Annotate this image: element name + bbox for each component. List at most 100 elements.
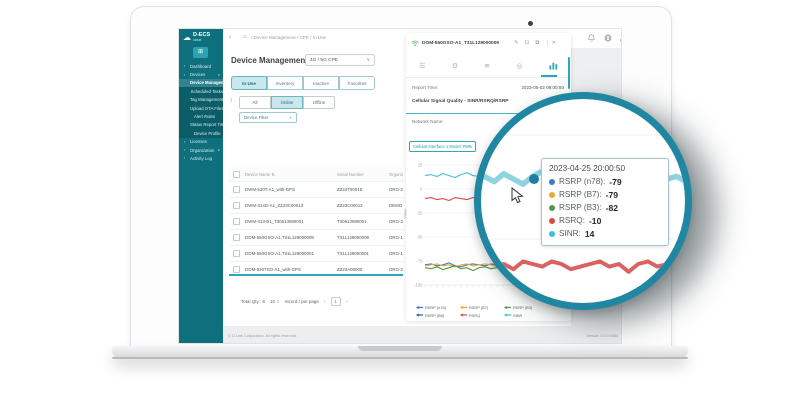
tab-inventory[interactable]: Inventory bbox=[267, 76, 303, 90]
expand-panel-icon[interactable]: ⟩ bbox=[230, 98, 233, 104]
row-checkbox[interactable] bbox=[233, 234, 240, 241]
sidebar-item-licenses[interactable]: ▪ Licenses bbox=[179, 138, 223, 146]
language-globe-icon[interactable] bbox=[604, 34, 612, 42]
legend-item-rsrpb3[interactable]: RSRP (B3) bbox=[504, 305, 548, 310]
sidebar-item-status-report-time[interactable]: Status Report Time bbox=[179, 120, 227, 130]
page-number[interactable]: 1 bbox=[330, 297, 342, 306]
tab-statistics-icon[interactable] bbox=[549, 61, 558, 72]
column-header-org[interactable]: Organization bbox=[389, 171, 403, 177]
legend-item-sinr[interactable]: SINR bbox=[504, 313, 548, 318]
row-checkbox[interactable] bbox=[233, 186, 240, 193]
chart-scope-pill[interactable]: Cellular Interface 1 Model: RM5 bbox=[409, 141, 476, 152]
sidebar-item-activity-log[interactable]: ▪ Activity Log bbox=[179, 154, 223, 162]
nav-item-label: Organization bbox=[190, 147, 215, 153]
sidebar-item-dashboard[interactable]: ▪ Dashboard bbox=[179, 62, 223, 70]
tab-settings-icon[interactable]: ⚙ bbox=[451, 63, 458, 70]
sidebar-nav: ▪Dashboard▪Devices∨Device Management✓Sch… bbox=[179, 62, 236, 163]
sidebar-item-devices[interactable]: ▪ Devices ∨ bbox=[179, 70, 223, 78]
legend-marker-icon bbox=[504, 313, 511, 317]
cell-serial-number: T31L129000001 bbox=[337, 251, 369, 256]
legend-item-rsrpb8[interactable]: RSRP (B8) bbox=[416, 313, 460, 318]
tooltip-row-rsrpn78: RSRP (n78): -79 bbox=[549, 175, 661, 188]
cell-organization: ORG-1 bbox=[389, 251, 403, 256]
nav-item-label: Dashboard bbox=[190, 63, 212, 69]
sidebar-item-device-management[interactable]: Device Management✓ bbox=[179, 78, 236, 88]
table-row[interactable]: DWM-314G-A1_ZZ23C00013 ZZ23C00012 DEMO bbox=[229, 198, 403, 214]
chart-tooltip: 2023-04-25 20:00:50 RSRP (n78): -79 RSRP … bbox=[541, 158, 669, 246]
select-all-checkbox[interactable] bbox=[233, 170, 240, 178]
workspace-button[interactable]: ⊞ bbox=[193, 47, 208, 58]
device-type-select[interactable]: 4G / 5G CPE ∨ bbox=[305, 54, 375, 66]
edit-pencil-icon[interactable]: ✎ bbox=[514, 40, 519, 46]
table-row[interactable]: DOM-550GSO-A1.T31L129000009 T31L129000009… bbox=[229, 230, 403, 246]
tooltip-row-rsrpb7: RSRP (B7): -79 bbox=[549, 188, 661, 201]
active-tab-underline bbox=[541, 75, 557, 77]
cloud-logo-icon: ☁ bbox=[183, 33, 191, 42]
home-icon[interactable]: ⌂ bbox=[243, 34, 247, 40]
tab-list-icon[interactable]: ☰ bbox=[419, 63, 426, 70]
user-avatar-icon[interactable] bbox=[619, 34, 622, 42]
svg-text:-25: -25 bbox=[416, 211, 423, 216]
collapse-menu-icon[interactable]: ‹ bbox=[229, 34, 232, 41]
row-checkbox[interactable] bbox=[233, 202, 240, 209]
version-text: Version 1.0.0.0054 bbox=[586, 333, 618, 338]
legend-label: RSRQ bbox=[469, 312, 481, 318]
total-qty: Total Qty : 6 bbox=[241, 299, 266, 304]
tab-inactive[interactable]: Inactive bbox=[303, 76, 339, 90]
copyright-text: © D-Link Corporation. All rights reserve… bbox=[228, 333, 298, 338]
table-row[interactable]: DWM-530T-A1_with-GPS ZZ24T00015 ORG-2 bbox=[229, 182, 403, 198]
sidebar-item-device-profile[interactable]: Device Profile bbox=[179, 129, 223, 138]
copy-icon[interactable]: ⧉ bbox=[535, 39, 540, 46]
nav-item-icon: ▪ bbox=[184, 72, 186, 77]
legend-item-rsrpn78[interactable]: RSRP (n78) bbox=[416, 305, 460, 310]
row-checkbox[interactable] bbox=[233, 218, 240, 225]
app-logo: ☁ D-ECS cloud bbox=[179, 29, 223, 44]
sidebar-item-scheduled-tasks[interactable]: Scheduled Tasks bbox=[179, 87, 223, 96]
tab-locate-icon[interactable]: ◎ bbox=[516, 63, 523, 70]
app-screen: ☁ D-ECS cloud ⊞ ▪ Dashboard ▪ Devices ∨ Devic… bbox=[178, 28, 622, 344]
row-checkbox[interactable] bbox=[233, 250, 240, 257]
network-name-label: Network Name: bbox=[412, 119, 444, 124]
device-filter-label: Device Filter bbox=[244, 115, 269, 120]
prev-page-button[interactable]: ‹ bbox=[323, 298, 326, 305]
tab-diagnostics-icon[interactable]: ≋ bbox=[484, 63, 491, 70]
legend-item-rsrq[interactable]: RSRQ bbox=[460, 313, 504, 318]
next-page-button[interactable]: › bbox=[346, 298, 348, 305]
status-tab-all[interactable]: All bbox=[239, 96, 271, 109]
sidebar-item-alert-rules[interactable]: Alert Rules bbox=[179, 112, 223, 121]
sidebar-item-tag-management[interactable]: Tag Management bbox=[179, 95, 223, 104]
legend-item-rsrpb7[interactable]: RSRP (B7) bbox=[460, 305, 504, 310]
cell-organization: DEMO bbox=[389, 203, 403, 208]
chevron-down-icon: ∨ bbox=[366, 57, 370, 63]
tab-in-use[interactable]: In Use bbox=[231, 76, 267, 90]
status-tab-offline[interactable]: Offline bbox=[303, 96, 335, 109]
table-header-row: Device Name ⇅ Serial Number Organization bbox=[229, 167, 403, 182]
table-row[interactable]: DWM-313-B1_T30613080001 T30613080001 ORG-2 bbox=[229, 214, 403, 230]
notifications-bell-icon[interactable] bbox=[588, 34, 595, 42]
nav-item-label: Status Report Time bbox=[190, 122, 227, 128]
nav-item-label: Devices bbox=[190, 72, 206, 78]
sidebar-item-organization[interactable]: ▪ Organization ∨ bbox=[179, 146, 223, 154]
cell-device-name: DWM-314G-A1_ZZ23C00013 bbox=[245, 203, 304, 208]
collapse-panel-icon[interactable]: » bbox=[547, 40, 556, 46]
column-header-sn[interactable]: Serial Number bbox=[337, 171, 364, 177]
nav-item-label: Licenses bbox=[190, 139, 207, 145]
column-header-name[interactable]: Device Name ⇅ bbox=[245, 171, 275, 177]
panel-scrollbar[interactable] bbox=[567, 57, 570, 89]
legend-label: RSRP (n78) bbox=[425, 305, 446, 310]
sidebar-item-upload-ota-files[interactable]: Upload OTA Files bbox=[179, 103, 224, 113]
page-size-select[interactable]: 10 ∨ bbox=[270, 298, 280, 304]
breadcrumb: / Device Management / CPE / In Use bbox=[251, 35, 327, 40]
row-checkbox[interactable] bbox=[233, 266, 240, 273]
chevron-down-icon: ∨ bbox=[217, 72, 220, 77]
device-filter-button[interactable]: Device Filter + bbox=[239, 112, 297, 123]
nav-item-icon: ▪ bbox=[184, 148, 186, 153]
table-row[interactable]: DOM-550GSO-A1.T31L129000001 T31L129000001… bbox=[229, 246, 403, 262]
cell-device-name: DWM-530T-A1_with-GPS bbox=[245, 187, 296, 192]
snapshot-camera-icon[interactable]: ⊡ bbox=[524, 40, 530, 46]
nav-item-label: Upload OTA Files bbox=[190, 105, 224, 111]
table-accent-line bbox=[229, 274, 403, 276]
table-row[interactable]: DOM-530TSO-A1_with-GPS ZZ23A00005 ORG-2 bbox=[229, 262, 403, 273]
tab-favorites[interactable]: Favorites bbox=[339, 76, 375, 90]
status-tab-online[interactable]: Online bbox=[271, 96, 303, 109]
